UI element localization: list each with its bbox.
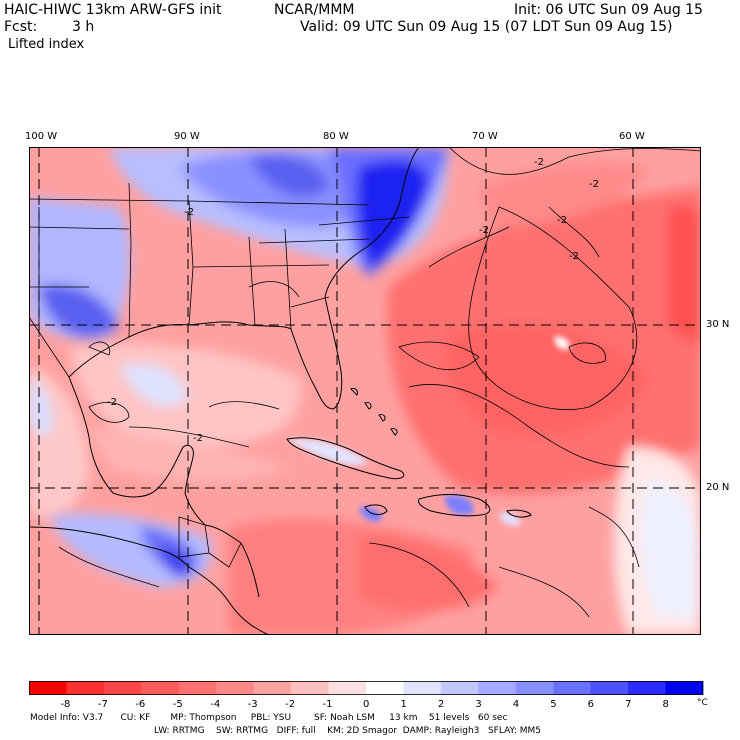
colorbar-cell (141, 681, 180, 695)
lon-label-100w: 100 W (25, 131, 58, 142)
colorbar-tick-label: 3 (475, 699, 481, 710)
map-frame (29, 147, 701, 635)
colorbar-tick-label: -8 (60, 699, 70, 710)
colorbar-cell (665, 681, 704, 695)
colorbar-tick-label: 5 (550, 699, 556, 710)
colorbar-cell (366, 681, 404, 695)
political-borders (29, 182, 410, 568)
contour-label: -2 (569, 251, 579, 262)
colorbar-cell (103, 681, 142, 695)
contour-label: -2 (534, 157, 544, 168)
island-spots (287, 336, 570, 526)
lon-label-90w: 90 W (174, 131, 200, 142)
colorbar-cell (178, 681, 217, 695)
colorbar-cell (291, 681, 329, 695)
colorbar: -8 -7 -6 -5 -4 -3 -2 -1 0 1 2 3 4 5 6 7 8 °C (29, 681, 708, 710)
colorbar-cell (328, 681, 367, 695)
colorbar-cell (440, 681, 479, 695)
colorbar-cell (216, 681, 255, 695)
contour-label: -2 (557, 215, 567, 226)
lifted-index-map: -2 -2 -2 -2 -2 -2 -2 -2 (29, 147, 701, 635)
colorbar-cell (590, 681, 629, 695)
colorbar-cell (66, 681, 105, 695)
lon-label-70w: 70 W (472, 131, 498, 142)
stable-areas (29, 147, 449, 587)
field-name: Lifted index (8, 37, 85, 52)
colorbar-frame (29, 681, 703, 695)
lat-label-30n: 30 N (706, 319, 730, 330)
lon-label-60w: 60 W (619, 131, 645, 142)
contour-label: -2 (107, 397, 117, 408)
colorbar-cell (403, 681, 442, 695)
contour-label: -2 (193, 433, 203, 444)
colorbar-cell (628, 681, 666, 695)
colorbar-tick-label: 6 (588, 699, 594, 710)
colorbar-tick-label: -7 (98, 699, 108, 710)
colorbar-cell (478, 681, 517, 695)
contour-label: -2 (479, 225, 489, 236)
colorbar-tick-label: -4 (210, 699, 220, 710)
lon-label-80w: 80 W (323, 131, 349, 142)
init-time: Init: 06 UTC Sun 09 Aug 15 (514, 2, 703, 18)
forecast-label: Fcst: (4, 19, 38, 35)
model-info-line2: LW: RRTMG SW: RRTMG DIFF: full KM: 2D Sm… (154, 726, 541, 736)
colorbar-tick-label: 0 (363, 699, 369, 710)
colorbar-cell (29, 681, 67, 695)
colorbar-tick-label: -2 (285, 699, 295, 710)
colorbar-tick-label: 2 (438, 699, 444, 710)
colorbar-cell (253, 681, 292, 695)
colorbar-tick-label: 4 (513, 699, 519, 710)
colorbar-tick-label: 7 (625, 699, 631, 710)
forecast-hour: 3 h (72, 19, 95, 35)
model-info-line1: Model Info: V3.7 CU: KF MP: Thompson PBL… (30, 713, 508, 723)
colorbar-tick-label: -5 (173, 699, 183, 710)
colorbar-tick-label: -6 (135, 699, 145, 710)
colorbar-tick-label: 1 (400, 699, 406, 710)
colorbar-tick-label: 8 (663, 699, 669, 710)
lat-lon-grid (29, 147, 701, 635)
contour-label: -2 (589, 179, 599, 190)
valid-time: Valid: 09 UTC Sun 09 Aug 15 (07 LDT Sun … (300, 19, 673, 35)
organization-label: NCAR/MMM (274, 2, 355, 18)
lat-label-20n: 20 N (706, 482, 730, 493)
model-title: HAIC-HIWC 13km ARW-GFS init (4, 2, 222, 18)
colorbar-unit: °C (697, 698, 708, 708)
contour-lines (58, 147, 701, 618)
colorbar-tick-label: -1 (323, 699, 333, 710)
colorbar-cell (553, 681, 592, 695)
colorbar-cell (515, 681, 554, 695)
colorbar-tick-label: -3 (248, 699, 258, 710)
contour-label: -2 (184, 207, 194, 218)
